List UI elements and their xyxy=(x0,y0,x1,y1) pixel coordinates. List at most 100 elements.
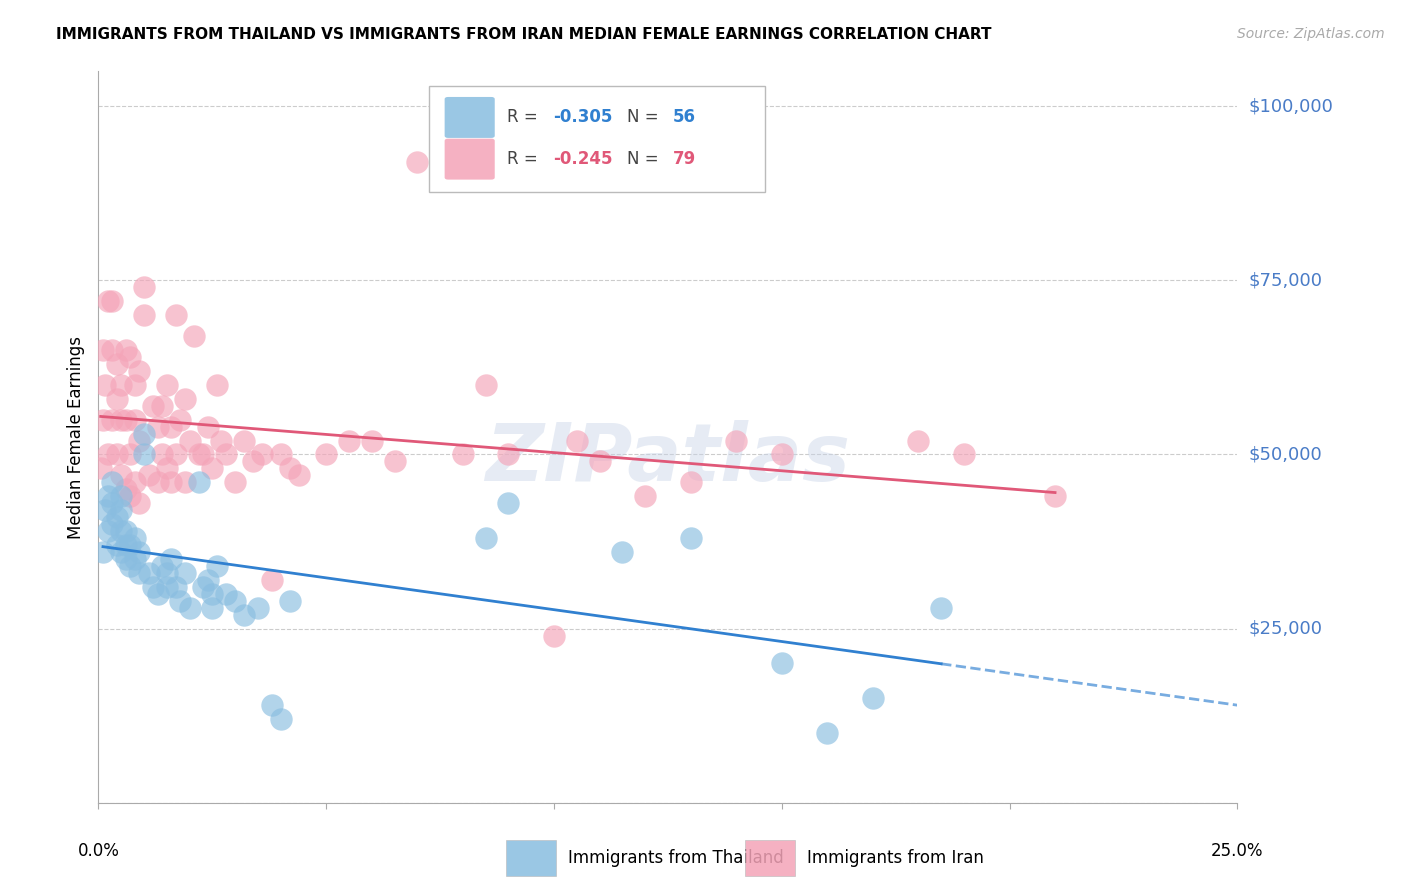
Point xyxy=(929,600,952,615)
Point xyxy=(150,399,173,413)
Text: R =: R = xyxy=(508,150,543,168)
Text: $75,000: $75,000 xyxy=(1249,271,1323,289)
Point xyxy=(91,412,114,426)
Point xyxy=(128,364,150,378)
Point xyxy=(124,412,146,426)
Point xyxy=(101,294,124,309)
Text: Immigrants from Iran: Immigrants from Iran xyxy=(807,848,984,867)
Point xyxy=(101,343,124,357)
Point xyxy=(156,580,179,594)
Point xyxy=(270,712,292,726)
Text: N =: N = xyxy=(627,109,664,127)
Point xyxy=(260,573,283,587)
Point xyxy=(124,552,146,566)
Point xyxy=(146,475,169,490)
FancyBboxPatch shape xyxy=(444,97,495,138)
Point xyxy=(179,434,201,448)
Text: Immigrants from Thailand: Immigrants from Thailand xyxy=(568,848,783,867)
Point xyxy=(156,566,179,580)
Point xyxy=(96,524,118,538)
Point xyxy=(160,552,183,566)
Point xyxy=(224,475,246,490)
Point xyxy=(815,726,838,740)
Point xyxy=(146,587,169,601)
Point xyxy=(120,538,142,552)
Point xyxy=(105,357,128,371)
Point xyxy=(101,496,124,510)
Point xyxy=(110,412,132,426)
Point xyxy=(128,496,150,510)
Point xyxy=(160,475,183,490)
Point xyxy=(474,531,496,545)
Point xyxy=(215,587,238,601)
Text: R =: R = xyxy=(508,109,543,127)
Point xyxy=(187,448,209,462)
Point xyxy=(862,691,884,706)
Point xyxy=(634,489,657,503)
Point xyxy=(451,448,474,462)
Text: ZIPatlas: ZIPatlas xyxy=(485,420,851,498)
Point xyxy=(114,483,136,497)
Point xyxy=(174,475,197,490)
Point xyxy=(128,545,150,559)
Point xyxy=(169,594,191,608)
Point xyxy=(91,343,114,357)
Point xyxy=(114,343,136,357)
Point xyxy=(91,545,114,559)
Point xyxy=(215,448,238,462)
Point xyxy=(179,600,201,615)
Point xyxy=(201,600,224,615)
Point xyxy=(105,538,128,552)
Point xyxy=(270,448,292,462)
FancyBboxPatch shape xyxy=(506,839,557,876)
Point xyxy=(406,155,429,169)
Point xyxy=(770,448,793,462)
Point xyxy=(94,377,117,392)
Text: 79: 79 xyxy=(672,150,696,168)
Point xyxy=(474,377,496,392)
Point xyxy=(142,580,165,594)
FancyBboxPatch shape xyxy=(444,138,495,179)
Point xyxy=(252,448,274,462)
Point xyxy=(907,434,929,448)
Point xyxy=(384,454,406,468)
Point xyxy=(543,629,565,643)
Point xyxy=(224,594,246,608)
Text: N =: N = xyxy=(627,150,664,168)
Point xyxy=(156,377,179,392)
Point xyxy=(138,566,160,580)
Point xyxy=(156,461,179,475)
Point xyxy=(165,580,187,594)
Point xyxy=(110,503,132,517)
Point xyxy=(260,698,283,713)
Point xyxy=(96,489,118,503)
Point xyxy=(120,558,142,573)
Point xyxy=(120,448,142,462)
Point xyxy=(90,461,112,475)
Point xyxy=(201,587,224,601)
Point xyxy=(114,412,136,426)
Point xyxy=(315,448,337,462)
Point xyxy=(101,475,124,490)
Text: 56: 56 xyxy=(672,109,696,127)
Point xyxy=(770,657,793,671)
Point xyxy=(193,448,215,462)
Point xyxy=(132,308,155,322)
Point xyxy=(110,524,132,538)
Text: 25.0%: 25.0% xyxy=(1211,842,1264,860)
Point xyxy=(128,566,150,580)
Point xyxy=(124,377,146,392)
Point xyxy=(110,377,132,392)
Point xyxy=(197,419,219,434)
Point xyxy=(110,489,132,503)
Point xyxy=(197,573,219,587)
Point xyxy=(101,412,124,426)
Point xyxy=(124,531,146,545)
Text: Source: ZipAtlas.com: Source: ZipAtlas.com xyxy=(1237,27,1385,41)
Point xyxy=(174,392,197,406)
Point xyxy=(1043,489,1066,503)
Point xyxy=(132,426,155,441)
Point xyxy=(96,448,118,462)
Point xyxy=(565,434,588,448)
Point xyxy=(205,377,228,392)
